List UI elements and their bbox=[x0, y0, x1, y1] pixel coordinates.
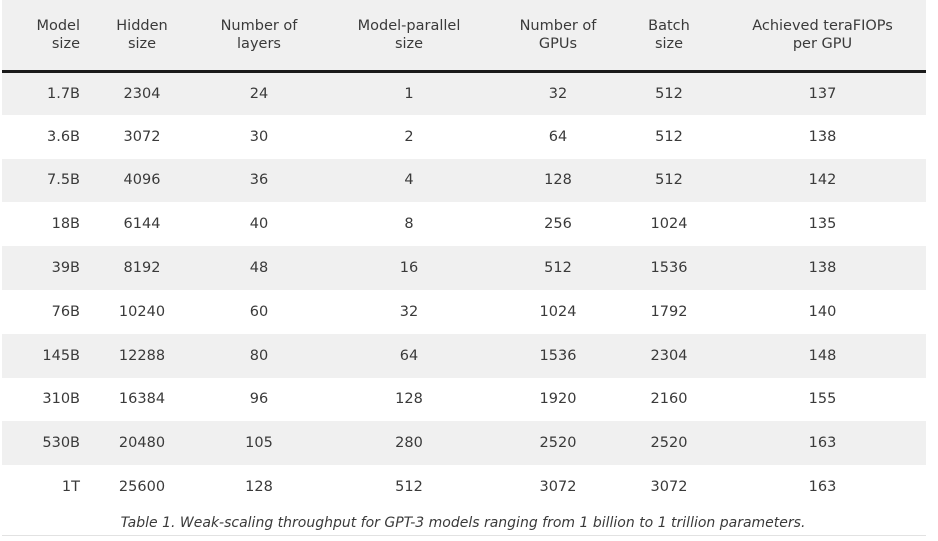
cell-number-of-layers: 24 bbox=[249, 85, 269, 102]
cell-achieved-teraflops: 148 bbox=[808, 347, 837, 364]
table-header: Model size Hidden size Number of layers … bbox=[2, 0, 926, 73]
table-row: 76B 10240 60 32 1024 1792 140 bbox=[2, 289, 926, 334]
cell-model-size: 76B bbox=[51, 303, 80, 320]
cell-achieved-teraflops: 137 bbox=[808, 85, 837, 102]
cell-achieved-teraflops: 155 bbox=[808, 391, 837, 408]
cell-number-of-gpus: 64 bbox=[548, 128, 568, 145]
cell-hidden-size: 16384 bbox=[118, 391, 166, 408]
cell-number-of-gpus: 32 bbox=[548, 85, 568, 102]
cell-number-of-gpus: 1536 bbox=[539, 347, 577, 364]
cell-model-size: 18B bbox=[51, 216, 80, 233]
cell-batch-size: 1536 bbox=[650, 260, 688, 277]
cell-model-size: 145B bbox=[42, 347, 80, 364]
cell-model-size: 7.5B bbox=[46, 172, 80, 189]
cell-number-of-layers: 96 bbox=[249, 391, 269, 408]
cell-batch-size: 512 bbox=[655, 85, 683, 102]
cell-batch-size: 1024 bbox=[650, 216, 688, 233]
table-row: 18B 6144 40 8 256 1024 135 bbox=[2, 202, 926, 247]
cell-model-parallel-size: 280 bbox=[395, 435, 423, 452]
cell-number-of-layers: 128 bbox=[245, 479, 273, 496]
header-number-of-gpus: Number of GPUs bbox=[497, 0, 619, 73]
cell-hidden-size: 20480 bbox=[118, 435, 166, 452]
table-row: 7.5B 4096 36 4 128 512 142 bbox=[2, 158, 926, 203]
cell-number-of-layers: 105 bbox=[245, 435, 273, 452]
cell-model-size: 1T bbox=[61, 479, 80, 496]
cell-model-parallel-size: 2 bbox=[404, 128, 414, 145]
cell-model-parallel-size: 1 bbox=[404, 85, 414, 102]
cell-hidden-size: 25600 bbox=[118, 479, 166, 496]
bottom-divider bbox=[2, 535, 926, 536]
cell-number-of-gpus: 512 bbox=[544, 260, 572, 277]
cell-model-parallel-size: 128 bbox=[395, 391, 423, 408]
cell-number-of-layers: 36 bbox=[249, 172, 269, 189]
header-batch-size: Batch size bbox=[619, 0, 719, 73]
cell-number-of-layers: 40 bbox=[249, 216, 269, 233]
cell-number-of-gpus: 3072 bbox=[539, 479, 577, 496]
cell-achieved-teraflops: 163 bbox=[808, 479, 837, 496]
table-row: 39B 8192 48 16 512 1536 138 bbox=[2, 246, 926, 290]
cell-number-of-layers: 30 bbox=[249, 128, 269, 145]
cell-batch-size: 512 bbox=[655, 128, 683, 145]
cell-number-of-gpus: 2520 bbox=[539, 435, 577, 452]
cell-model-parallel-size: 8 bbox=[404, 216, 414, 233]
cell-hidden-size: 3072 bbox=[123, 128, 161, 145]
cell-hidden-size: 12288 bbox=[118, 347, 166, 364]
cell-model-size: 530B bbox=[42, 435, 80, 452]
header-row: Model size Hidden size Number of layers … bbox=[2, 0, 926, 73]
cell-model-size: 310B bbox=[42, 391, 80, 408]
table-row: 1T 25600 128 512 3072 3072 163 bbox=[2, 465, 926, 509]
table-row: 1.7B 2304 24 1 32 512 137 bbox=[2, 71, 926, 115]
table-row: 530B 20480 105 280 2520 2520 163 bbox=[2, 421, 926, 466]
cell-achieved-teraflops: 142 bbox=[808, 172, 837, 189]
cell-achieved-teraflops: 135 bbox=[808, 216, 837, 233]
cell-batch-size: 512 bbox=[655, 172, 683, 189]
table-row: 145B 12288 80 64 1536 2304 148 bbox=[2, 333, 926, 378]
cell-model-parallel-size: 4 bbox=[404, 172, 414, 189]
cell-batch-size: 2160 bbox=[650, 391, 688, 408]
header-number-of-layers: Number of layers bbox=[197, 0, 321, 73]
table-body: 1.7B 2304 24 1 32 512 137 3.6B 3072 30 2 64 512 138 7.… bbox=[2, 71, 926, 509]
cell-number-of-layers: 48 bbox=[249, 260, 269, 277]
header-model-size: Model size bbox=[2, 0, 87, 73]
header-achieved-teraflops: Achieved teraFIOPs per GPU bbox=[719, 0, 926, 73]
results-table-container: Model size Hidden size Number of layers … bbox=[2, 0, 926, 509]
cell-number-of-gpus: 128 bbox=[544, 172, 572, 189]
cell-number-of-layers: 80 bbox=[249, 347, 269, 364]
cell-model-size: 1.7B bbox=[46, 85, 80, 102]
cell-number-of-layers: 60 bbox=[249, 303, 269, 320]
table-caption: Table 1. Weak-scaling throughput for GPT… bbox=[120, 515, 806, 531]
cell-hidden-size: 6144 bbox=[123, 216, 161, 233]
cell-achieved-teraflops: 138 bbox=[808, 260, 837, 277]
cell-achieved-teraflops: 163 bbox=[808, 435, 837, 452]
cell-number-of-gpus: 256 bbox=[544, 216, 572, 233]
cell-achieved-teraflops: 140 bbox=[808, 303, 837, 320]
header-hidden-size: Hidden size bbox=[87, 0, 197, 73]
table-row: 310B 16384 96 128 1920 2160 155 bbox=[2, 377, 926, 422]
cell-number-of-gpus: 1920 bbox=[539, 391, 577, 408]
cell-batch-size: 3072 bbox=[650, 479, 688, 496]
cell-batch-size: 2520 bbox=[650, 435, 688, 452]
cell-hidden-size: 2304 bbox=[123, 85, 161, 102]
table-row: 3.6B 3072 30 2 64 512 138 bbox=[2, 114, 926, 159]
cell-model-size: 39B bbox=[51, 260, 80, 277]
cell-model-parallel-size: 16 bbox=[399, 260, 419, 277]
cell-model-parallel-size: 32 bbox=[399, 303, 419, 320]
cell-batch-size: 2304 bbox=[650, 347, 688, 364]
cell-achieved-teraflops: 138 bbox=[808, 128, 837, 145]
weak-scaling-table: Model size Hidden size Number of layers … bbox=[2, 0, 926, 509]
cell-hidden-size: 8192 bbox=[123, 260, 161, 277]
cell-model-parallel-size: 64 bbox=[399, 347, 419, 364]
cell-batch-size: 1792 bbox=[650, 303, 688, 320]
header-model-parallel-size: Model-parallel size bbox=[321, 0, 497, 73]
cell-model-parallel-size: 512 bbox=[395, 479, 423, 496]
cell-number-of-gpus: 1024 bbox=[539, 303, 577, 320]
cell-model-size: 3.6B bbox=[46, 128, 80, 145]
cell-hidden-size: 10240 bbox=[118, 303, 166, 320]
cell-hidden-size: 4096 bbox=[123, 172, 161, 189]
